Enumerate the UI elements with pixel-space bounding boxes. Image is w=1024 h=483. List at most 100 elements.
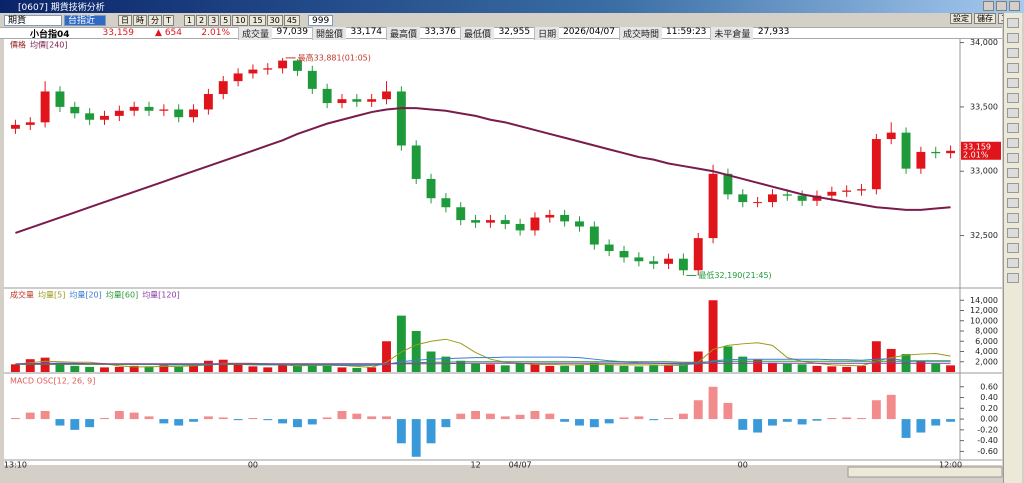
- legend-entry: 均量[60]: [106, 290, 138, 300]
- period-button[interactable]: 時: [133, 14, 147, 26]
- candle-body: [916, 151, 926, 169]
- interval-button[interactable]: 15: [249, 14, 266, 26]
- bar: [10, 364, 20, 372]
- bar: [367, 416, 377, 420]
- bar: [931, 363, 941, 372]
- bar: [485, 364, 495, 372]
- bar: [485, 413, 495, 420]
- tool[interactable]: [1007, 228, 1019, 238]
- interval-button[interactable]: 45: [283, 14, 301, 26]
- window-button[interactable]: 設定: [950, 13, 972, 24]
- bar: [827, 418, 837, 420]
- field-label: 最低價: [460, 26, 495, 40]
- bar: [530, 411, 540, 420]
- annotation: 最低32,190(21:45): [698, 270, 771, 280]
- tool[interactable]: [1007, 78, 1019, 88]
- candle-body: [203, 94, 213, 110]
- tool[interactable]: [1007, 33, 1019, 43]
- candle-body: [322, 88, 332, 104]
- symbol-select[interactable]: 台指近: [64, 14, 106, 26]
- bar: [946, 365, 956, 372]
- bar: [85, 366, 95, 372]
- candle-body: [500, 220, 510, 224]
- candle-body: [70, 106, 80, 114]
- candle-body: [946, 150, 956, 154]
- bar: [530, 364, 540, 372]
- tool[interactable]: [1007, 123, 1019, 133]
- interval-button[interactable]: 10: [232, 14, 249, 26]
- tool[interactable]: [1007, 108, 1019, 118]
- minimize[interactable]: [983, 1, 994, 11]
- tool[interactable]: [1007, 138, 1019, 148]
- bar: [916, 419, 926, 433]
- tool[interactable]: [1007, 213, 1019, 223]
- bar: [233, 419, 243, 421]
- bar: [70, 419, 80, 430]
- bar: [738, 419, 748, 430]
- x-tick-label: 00: [248, 461, 258, 470]
- scrollbar[interactable]: [847, 466, 1003, 478]
- bar: [218, 417, 228, 420]
- quote-change: ▲ 654: [155, 28, 182, 38]
- bar: [129, 365, 139, 372]
- candle-body: [753, 202, 763, 204]
- tool[interactable]: [1007, 18, 1019, 28]
- tool[interactable]: [1007, 48, 1019, 58]
- count-input[interactable]: 999: [308, 14, 334, 26]
- tool[interactable]: [1007, 153, 1019, 163]
- interval-button[interactable]: 5: [220, 14, 232, 26]
- bar: [560, 365, 570, 372]
- x-tick-label: 12: [470, 461, 480, 470]
- y-tick-label: 33,000: [970, 167, 998, 176]
- tool[interactable]: [1007, 273, 1019, 283]
- tool[interactable]: [1007, 168, 1019, 178]
- window-button[interactable]: 儲存: [974, 13, 996, 24]
- annotation: 最高33,881(01:05): [298, 52, 371, 62]
- candle-body: [159, 109, 169, 111]
- y-tick-label: 32,500: [970, 231, 998, 240]
- quote-last: 33,159: [102, 28, 135, 38]
- period-button[interactable]: 分: [148, 14, 162, 26]
- bar: [40, 357, 50, 372]
- close[interactable]: [1009, 1, 1020, 11]
- candle-body: [782, 194, 792, 196]
- bar: [634, 416, 644, 420]
- period-button[interactable]: 日: [118, 14, 132, 26]
- market-select[interactable]: 期貨: [4, 14, 62, 26]
- bar: [589, 362, 599, 372]
- tool[interactable]: [1007, 63, 1019, 73]
- bar: [337, 411, 347, 420]
- bar: [100, 367, 109, 372]
- tool[interactable]: [1007, 258, 1019, 268]
- bar: [293, 419, 302, 428]
- quote-change-pct: 2.01%: [201, 28, 230, 38]
- x-tick-label: 00: [738, 461, 748, 470]
- interval-button[interactable]: 1: [183, 14, 195, 26]
- candle-body: [678, 258, 688, 271]
- interval-button[interactable]: 2: [195, 14, 208, 26]
- tool[interactable]: [1007, 183, 1019, 193]
- period-button[interactable]: T: [163, 14, 174, 26]
- bar: [515, 363, 525, 372]
- bar: [248, 418, 258, 420]
- bar: [144, 366, 154, 372]
- candle-body: [485, 220, 495, 223]
- candle-body: [248, 69, 258, 74]
- chart-area: 32,500 33,000 33,500 34,000 價格 均價[240] 最高33,88…: [4, 38, 1003, 478]
- bar: [114, 366, 124, 372]
- candle-body: [901, 132, 911, 169]
- candle-body: [589, 226, 599, 245]
- interval-button[interactable]: 30: [266, 14, 283, 26]
- bar: [634, 366, 644, 372]
- bar: [708, 300, 718, 372]
- maximize[interactable]: [996, 1, 1007, 11]
- tool[interactable]: [1007, 243, 1019, 253]
- field-label: 成交時間: [618, 26, 662, 40]
- bar: [263, 367, 273, 372]
- interval-button[interactable]: 3: [208, 14, 220, 26]
- tool[interactable]: [1007, 93, 1019, 103]
- bar: [515, 414, 525, 420]
- tool[interactable]: [1007, 198, 1019, 208]
- bar: [842, 366, 852, 372]
- bar: [812, 365, 822, 372]
